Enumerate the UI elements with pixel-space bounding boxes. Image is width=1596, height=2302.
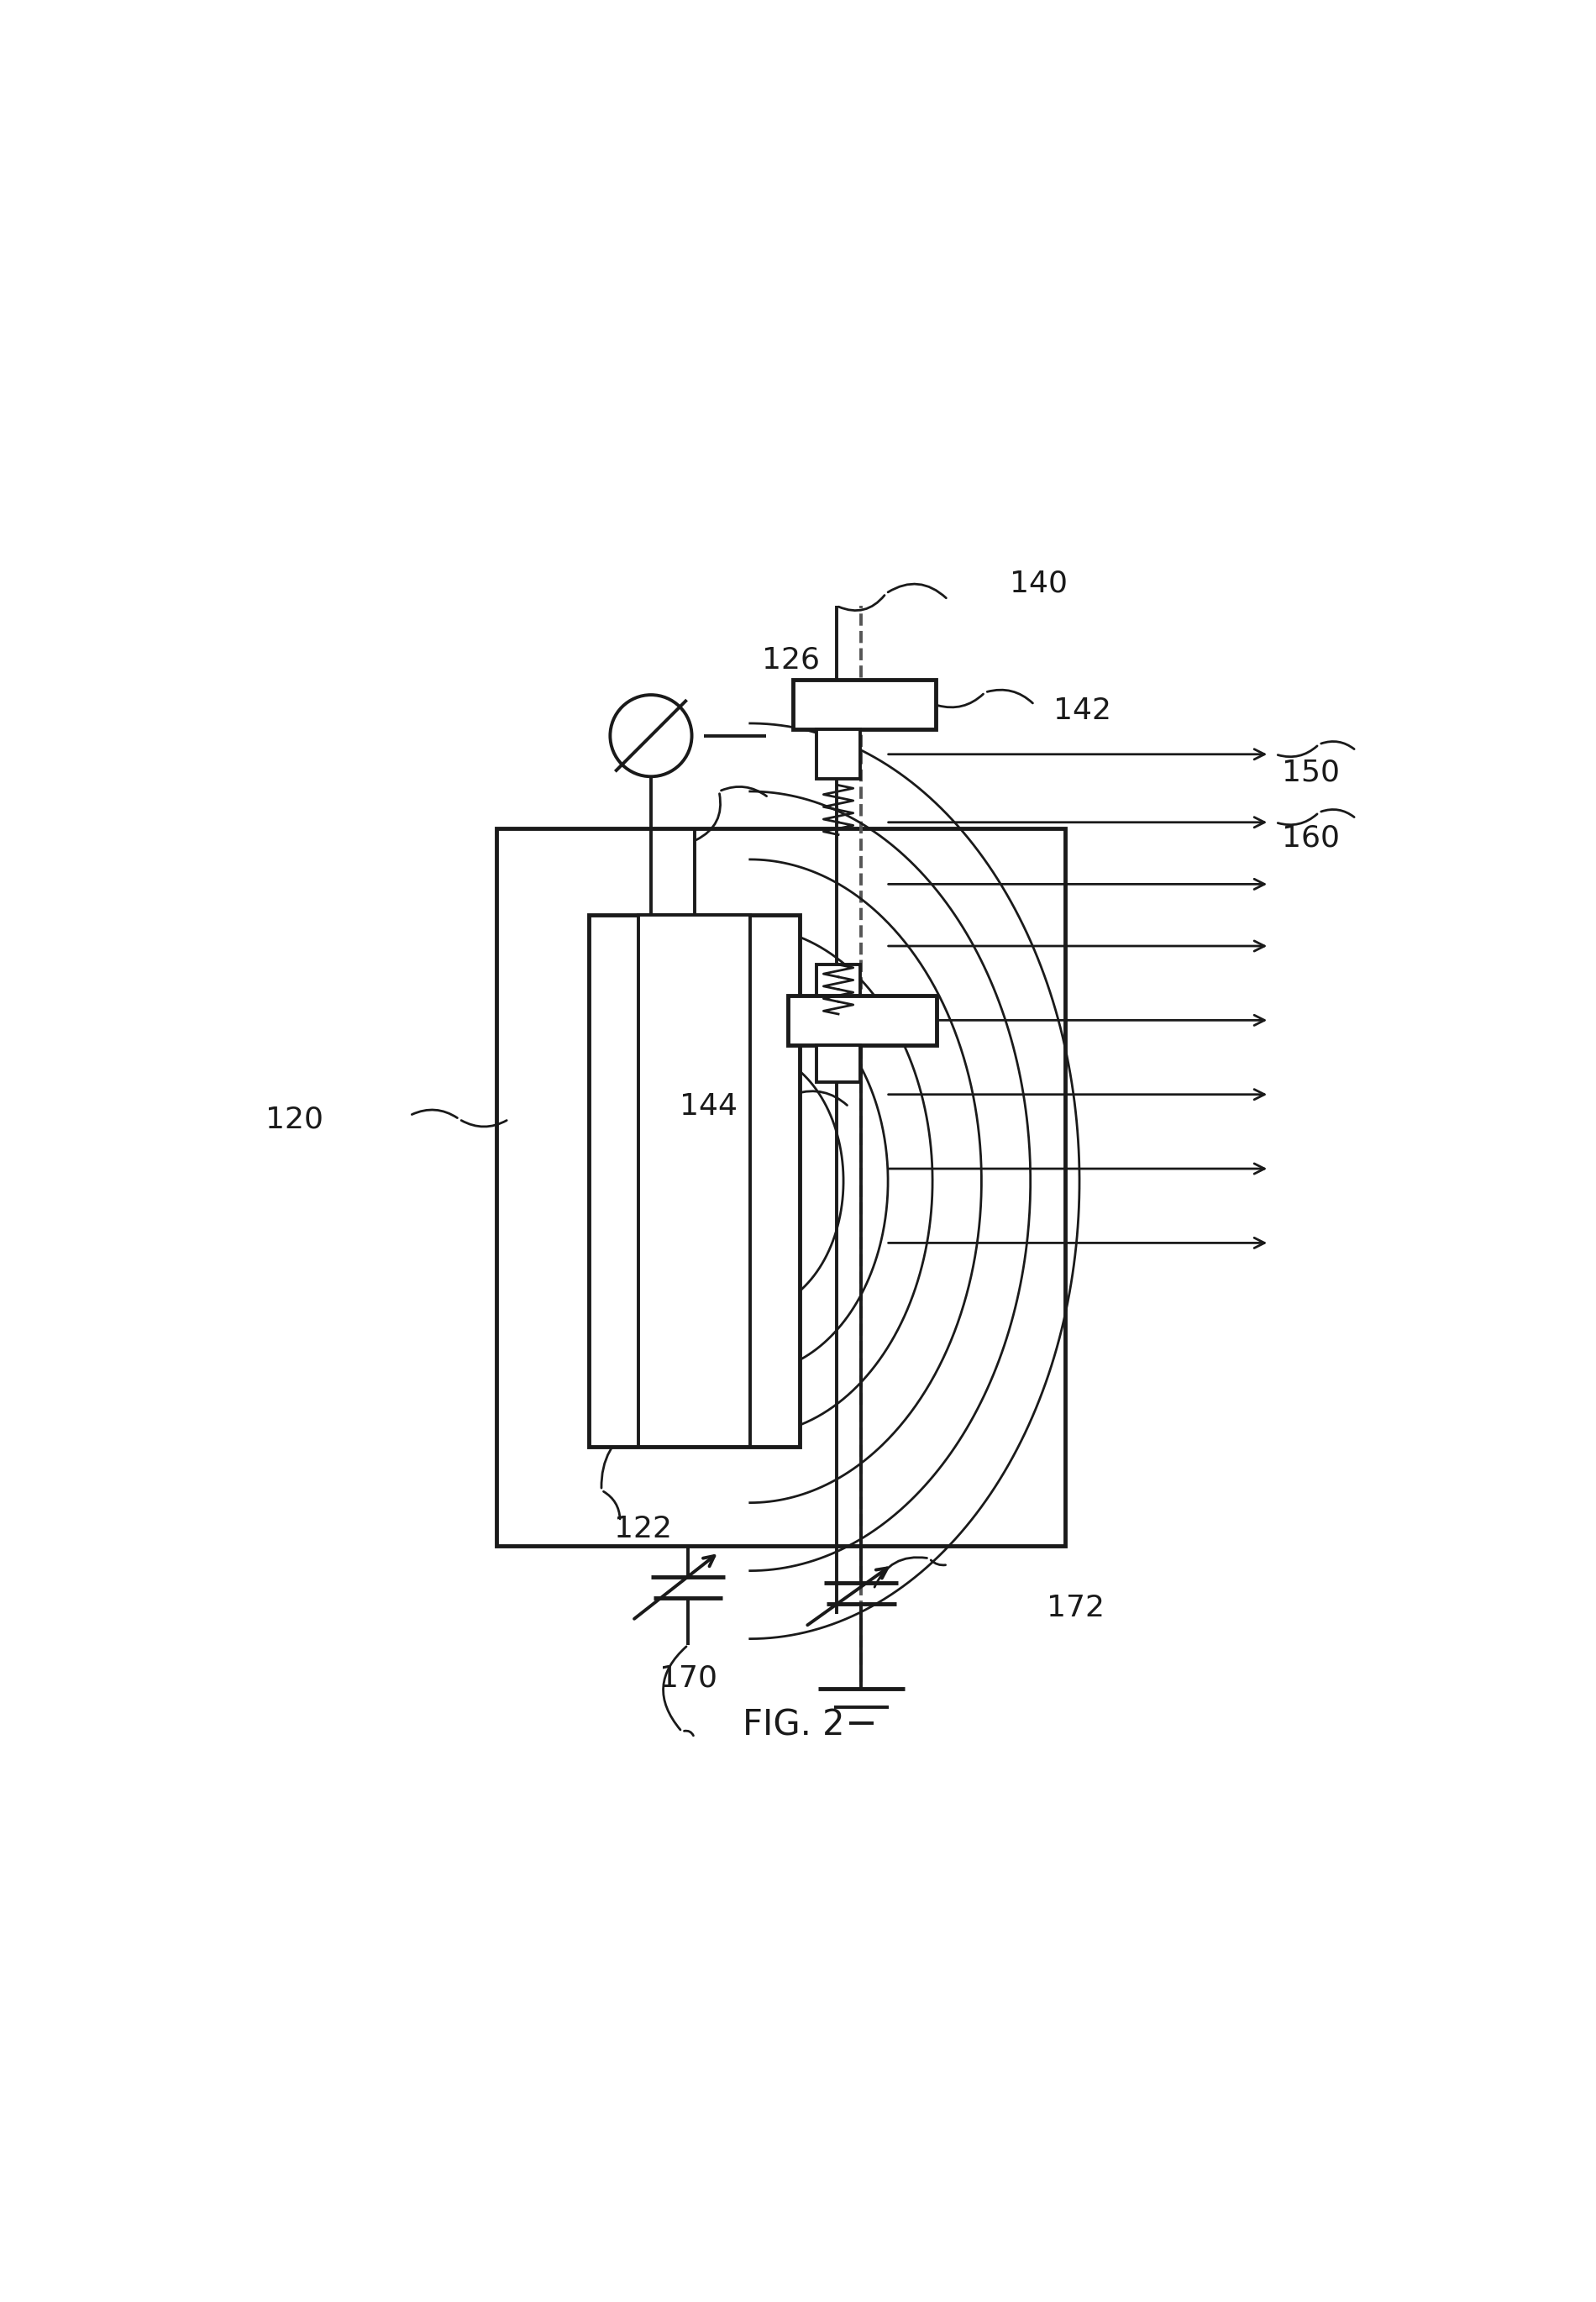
Text: 126: 126 — [763, 645, 820, 674]
Text: 172: 172 — [1047, 1593, 1104, 1623]
Text: 122: 122 — [614, 1515, 672, 1545]
Text: 142: 142 — [1053, 698, 1111, 725]
Text: FIG. 2: FIG. 2 — [742, 1708, 844, 1743]
Text: 120: 120 — [265, 1105, 322, 1133]
Bar — [496, 829, 1066, 1547]
Text: 144: 144 — [680, 1093, 737, 1121]
Bar — [793, 679, 935, 730]
Text: 170: 170 — [659, 1664, 717, 1692]
Bar — [817, 730, 860, 778]
Bar — [817, 1045, 860, 1082]
Bar — [817, 965, 860, 994]
Bar — [788, 994, 937, 1045]
Text: 140: 140 — [1010, 569, 1068, 599]
Text: 160: 160 — [1282, 824, 1339, 852]
Bar — [638, 916, 750, 1448]
Text: 150: 150 — [1282, 760, 1339, 787]
Bar — [589, 916, 800, 1448]
